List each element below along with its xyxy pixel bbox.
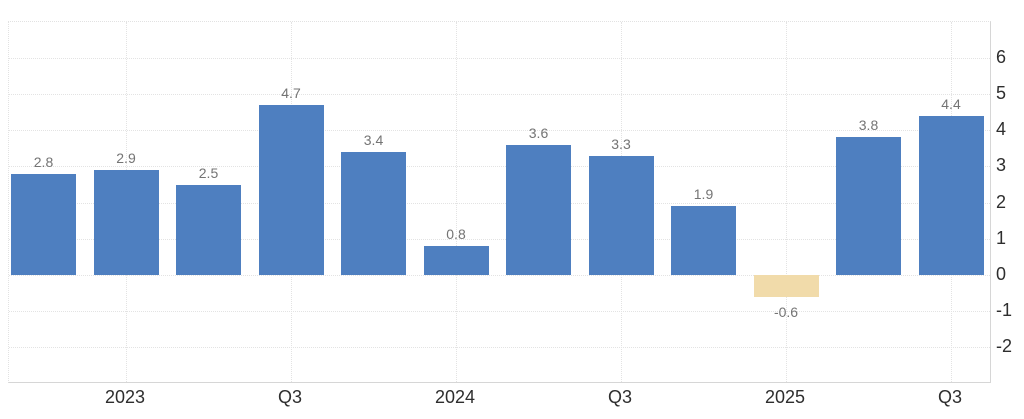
h-gridline (9, 202, 990, 204)
bar-value-label: 4.4 (941, 95, 961, 112)
bar[interactable] (753, 275, 819, 297)
y-tick-label: 5 (996, 83, 1007, 103)
bar-value-label: -0.6 (773, 303, 799, 320)
y-tick-label: -2 (996, 336, 1013, 357)
h-gridline (9, 57, 990, 59)
y-tick-label: 2 (996, 191, 1007, 212)
y-tick-label: 0 (996, 264, 1007, 284)
h-gridline (9, 347, 990, 349)
bar-value-label: 0.8 (446, 226, 466, 242)
h-gridline (9, 311, 990, 313)
y-tick-label: -1 (996, 300, 1013, 321)
bar-value-label: 4.7 (281, 84, 301, 101)
x-tick-label: 2023 (104, 387, 146, 407)
x-tick-label: 2025 (764, 387, 806, 407)
bar[interactable] (588, 155, 654, 275)
bar-value-label: 2.5 (198, 164, 219, 181)
bar[interactable] (836, 137, 901, 275)
h-gridline (9, 130, 990, 132)
bar[interactable] (671, 206, 736, 275)
x-tick-label: Q3 (607, 387, 632, 407)
v-gridline (786, 22, 787, 382)
x-tick-label: Q3 (277, 387, 302, 407)
y-tick-label: 1 (996, 227, 1007, 248)
bar[interactable] (341, 151, 406, 275)
v-gridline (456, 22, 457, 382)
bar[interactable] (11, 173, 76, 275)
h-gridline (9, 94, 990, 95)
bar[interactable] (176, 184, 241, 275)
bar[interactable] (93, 170, 159, 275)
h-gridline (9, 166, 990, 168)
y-tick-label: 4 (996, 119, 1007, 140)
bar-value-label: 1.9 (693, 186, 714, 203)
h-gridline (9, 238, 990, 240)
bar[interactable] (918, 115, 984, 275)
bar[interactable] (506, 144, 571, 275)
y-tick-label: 3 (996, 155, 1007, 176)
bar-value-label: 3.8 (858, 117, 879, 134)
bar-value-label: 3.4 (363, 131, 384, 148)
bar[interactable] (423, 246, 489, 275)
chart-plot-area: 2.8 2.9 2.5 4.7 3.4 0.8 3.6 3.3 1.9 -0.6 3.8 4.4 (8, 21, 991, 383)
bar-value-label: 3.6 (528, 124, 549, 141)
bar[interactable] (258, 104, 324, 275)
y-axis-unit-label: % (993, 0, 1007, 5)
bar-value-label: 3.3 (611, 135, 631, 152)
y-tick-label: 6 (996, 46, 1007, 67)
x-tick-label: Q3 (937, 387, 962, 407)
bar-value-label: 2.9 (116, 150, 136, 166)
bar-value-label: 2.8 (33, 153, 54, 170)
h-gridline (9, 275, 990, 276)
x-tick-label: 2024 (434, 387, 476, 407)
